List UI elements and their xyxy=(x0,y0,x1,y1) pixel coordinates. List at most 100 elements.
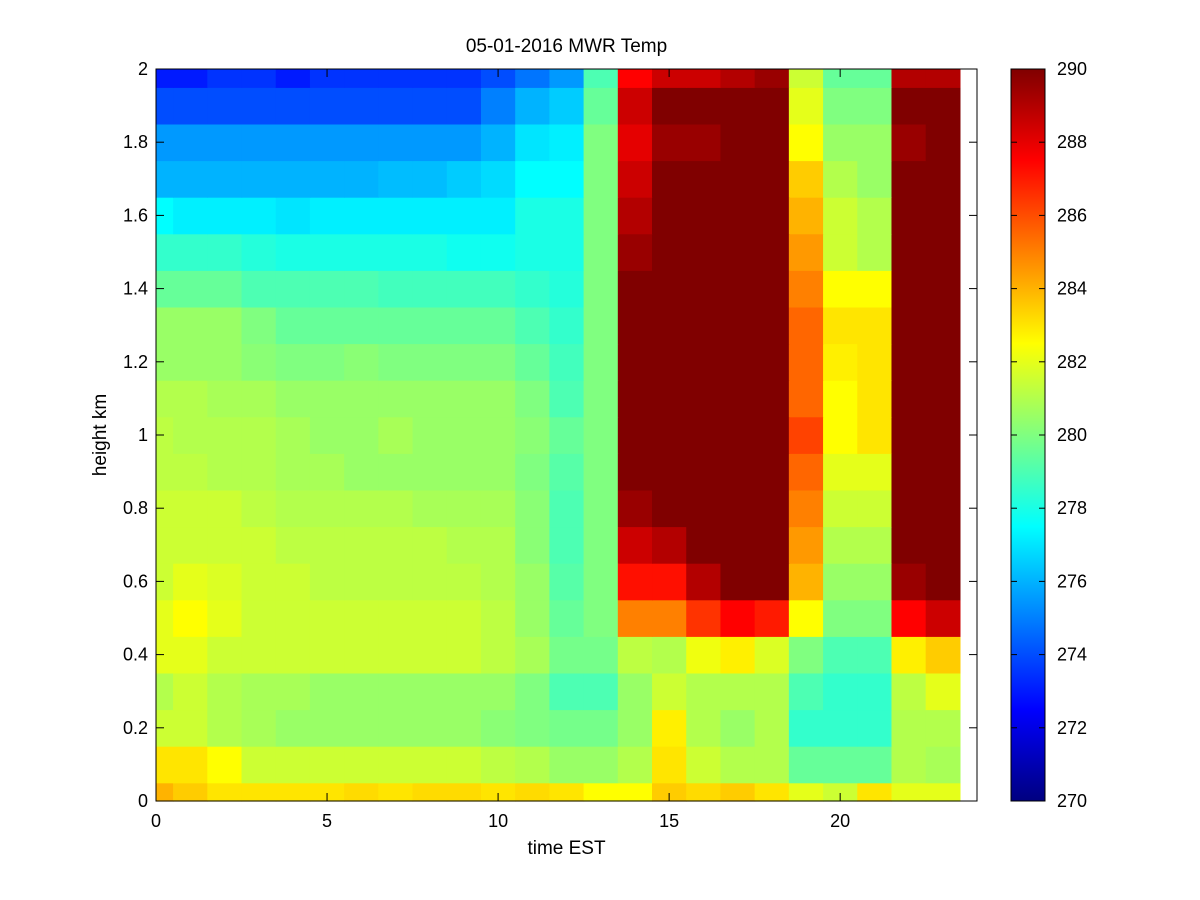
heatmap-cell xyxy=(788,526,824,564)
heatmap-cell xyxy=(891,123,927,162)
heatmap-cell xyxy=(207,672,243,711)
heatmap-cell xyxy=(549,343,585,381)
heatmap-cell xyxy=(241,87,277,125)
heatmap-cell xyxy=(652,306,687,345)
heatmap-cell xyxy=(156,233,174,271)
heatmap-cell xyxy=(720,69,756,88)
heatmap-cell xyxy=(309,453,345,491)
heatmap-cell xyxy=(788,69,824,88)
heatmap-cell xyxy=(857,709,893,747)
heatmap-cell xyxy=(207,87,243,125)
heatmap-cell xyxy=(891,87,927,125)
heatmap-cell xyxy=(344,636,379,674)
heatmap-cell xyxy=(412,123,448,162)
heatmap-cell xyxy=(891,599,927,637)
y-tick-label: 2 xyxy=(138,59,148,79)
heatmap-cell xyxy=(549,599,585,637)
heatmap-cell xyxy=(686,563,722,601)
heatmap-cell xyxy=(515,416,550,454)
heatmap-cell xyxy=(652,563,687,601)
heatmap-cell xyxy=(515,563,550,601)
heatmap-cell xyxy=(823,416,858,454)
heatmap-cell xyxy=(309,489,345,528)
heatmap-cell xyxy=(686,782,722,802)
heatmap-cell xyxy=(275,636,311,674)
heatmap-cell xyxy=(275,69,311,88)
heatmap-cell xyxy=(309,599,345,637)
heatmap-cell xyxy=(412,599,448,637)
heatmap-cell xyxy=(617,197,653,235)
heatmap-cell xyxy=(925,599,961,637)
heatmap-cell xyxy=(583,87,619,125)
heatmap-cell xyxy=(720,709,756,747)
heatmap-cell xyxy=(652,599,687,637)
heatmap-cell xyxy=(891,306,927,345)
heatmap-cell xyxy=(788,453,824,491)
heatmap-cell xyxy=(652,343,687,381)
heatmap-cell xyxy=(241,160,277,198)
heatmap-cell xyxy=(857,380,893,418)
heatmap-cell xyxy=(378,489,414,528)
heatmap-cell xyxy=(275,526,311,564)
heatmap-cell xyxy=(754,526,790,564)
y-tick-label: 1.6 xyxy=(123,205,148,225)
heatmap-cell xyxy=(857,672,893,711)
heatmap-cell xyxy=(583,489,619,528)
heatmap-cell xyxy=(686,599,722,637)
heatmap-cell xyxy=(241,380,277,418)
heatmap-cell xyxy=(686,380,722,418)
heatmap-cell xyxy=(412,233,448,271)
heatmap-cell xyxy=(686,526,722,564)
heatmap-cell xyxy=(156,672,174,711)
heatmap-cell xyxy=(173,69,208,88)
heatmap-cell xyxy=(652,380,687,418)
heatmap-cell xyxy=(275,233,311,271)
heatmap-cell xyxy=(583,782,619,802)
heatmap-cell xyxy=(754,343,790,381)
heatmap-cell xyxy=(720,380,756,418)
heatmap-cell xyxy=(549,416,585,454)
heatmap-cell xyxy=(480,782,516,802)
heatmap-cell xyxy=(515,343,550,381)
heatmap-cell xyxy=(480,672,516,711)
heatmap-cell xyxy=(480,123,516,162)
heatmap-cell xyxy=(617,746,653,784)
heatmap-cell xyxy=(857,746,893,784)
heatmap-cell xyxy=(275,563,311,601)
y-tick-label: 1.4 xyxy=(123,279,148,299)
heatmap-cell xyxy=(480,87,516,125)
heatmap-cell xyxy=(549,453,585,491)
heatmap-cell xyxy=(309,233,345,271)
heatmap-cell xyxy=(686,746,722,784)
heatmap-cell xyxy=(857,599,893,637)
heatmap-cell xyxy=(446,343,482,381)
heatmap-cell xyxy=(925,160,961,198)
heatmap-cell xyxy=(275,270,311,308)
heatmap-cell xyxy=(823,782,858,802)
colorbar-tick-label: 286 xyxy=(1057,205,1087,225)
heatmap-cell xyxy=(241,636,277,674)
heatmap-cell xyxy=(857,87,893,125)
heatmap-cell xyxy=(720,599,756,637)
heatmap-cell xyxy=(344,782,379,802)
heatmap-cell xyxy=(891,563,927,601)
heatmap-cell xyxy=(515,636,550,674)
heatmap-cell xyxy=(720,123,756,162)
heatmap-cell xyxy=(156,270,174,308)
heatmap-cell xyxy=(617,709,653,747)
heatmap-cell xyxy=(173,453,208,491)
heatmap-cell xyxy=(173,599,208,637)
heatmap-cell xyxy=(412,197,448,235)
heatmap-cell xyxy=(344,270,379,308)
heatmap-cell xyxy=(652,672,687,711)
heatmap-cell xyxy=(652,270,687,308)
heatmap-cell xyxy=(378,563,414,601)
heatmap-cell xyxy=(754,380,790,418)
heatmap-cell xyxy=(275,160,311,198)
heatmap-cell xyxy=(344,87,379,125)
heatmap-cell xyxy=(720,87,756,125)
heatmap-cell xyxy=(156,87,174,125)
heatmap-cell xyxy=(241,526,277,564)
heatmap-cell xyxy=(480,270,516,308)
